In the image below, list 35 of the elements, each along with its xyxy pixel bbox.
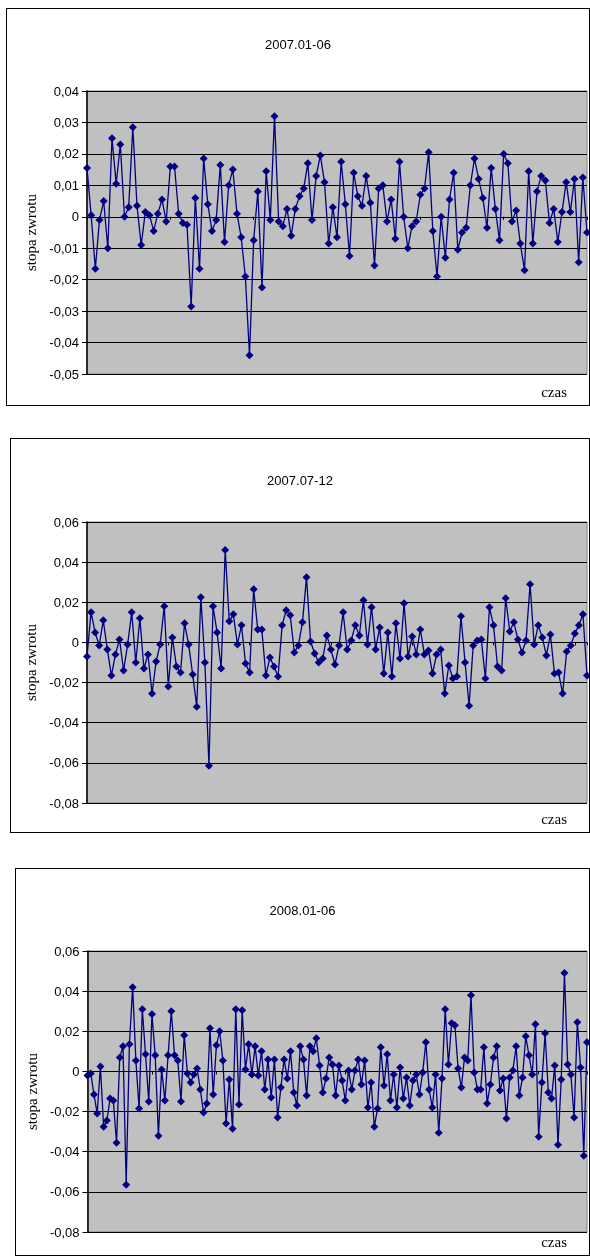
x-axis-title: czas <box>541 1233 568 1250</box>
chart-title: 2008.01-06 <box>269 903 336 918</box>
y-axis-title: stopa zwrotu <box>22 193 39 272</box>
y-tick-label: -0,02 <box>49 272 79 288</box>
y-tick-label: 0,06 <box>54 943 80 959</box>
y-tick-label: 0,02 <box>53 146 79 162</box>
y-tick-label: 0,04 <box>53 554 79 570</box>
y-tick-label: -0,08 <box>49 1224 80 1240</box>
y-tick-label: -0,02 <box>49 1104 80 1120</box>
y-tick-label: -0,04 <box>49 1144 80 1160</box>
y-tick-label: 0,04 <box>53 83 79 99</box>
y-tick-label: -0,02 <box>49 675 79 691</box>
y-tick-label: 0,01 <box>53 177 79 193</box>
chart-title: 2007.01-06 <box>265 37 331 52</box>
y-tick-label: 0 <box>71 634 79 650</box>
y-tick-label: -0,08 <box>49 795 79 811</box>
x-axis-title: czas <box>541 810 568 827</box>
y-tick-label: -0,06 <box>49 755 79 771</box>
y-tick-label: 0 <box>71 209 79 225</box>
y-tick-label: -0,06 <box>49 1184 80 1200</box>
y-tick-label: 0 <box>72 1063 80 1079</box>
y-tick-label: -0,04 <box>49 715 79 731</box>
chart-title: 2007.07-12 <box>267 473 333 488</box>
y-tick-label: 0,03 <box>53 114 79 130</box>
y-tick-label: 0,04 <box>54 983 80 999</box>
y-tick-label: 0,02 <box>54 1023 80 1039</box>
y-tick-label: -0,03 <box>49 303 79 319</box>
y-tick-label: 0,02 <box>53 594 79 610</box>
y-tick-label: -0,04 <box>49 335 79 351</box>
y-tick-label: -0,05 <box>49 366 79 382</box>
y-axis-title: stopa zwrotu <box>22 623 39 702</box>
x-axis-title: czas <box>541 383 568 400</box>
y-tick-label: -0,01 <box>49 240 79 256</box>
y-tick-label: 0,06 <box>53 514 79 530</box>
y-axis-title: stopa zwrotu <box>23 1052 40 1131</box>
